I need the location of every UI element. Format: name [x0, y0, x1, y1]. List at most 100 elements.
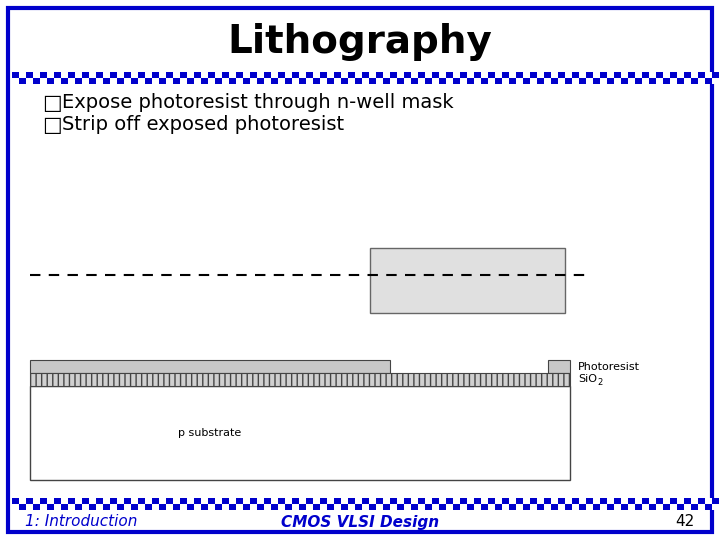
Bar	[96, 72, 103, 78]
Bar	[292, 498, 299, 504]
Bar	[285, 78, 292, 84]
Bar	[257, 78, 264, 84]
Bar	[467, 498, 474, 504]
Bar	[47, 498, 54, 504]
Bar	[215, 498, 222, 504]
Bar	[670, 78, 677, 84]
Bar	[278, 498, 285, 504]
Bar	[26, 78, 33, 84]
Bar	[691, 504, 698, 510]
Bar	[642, 498, 649, 504]
Bar	[502, 504, 509, 510]
Bar	[425, 504, 432, 510]
Bar	[110, 504, 117, 510]
Bar	[712, 72, 719, 78]
Bar	[47, 72, 54, 78]
Bar	[334, 504, 341, 510]
Bar	[89, 498, 96, 504]
Bar	[495, 504, 502, 510]
Bar	[12, 72, 19, 78]
Bar	[26, 504, 33, 510]
Bar	[348, 72, 355, 78]
Bar	[110, 498, 117, 504]
Bar	[320, 78, 327, 84]
Bar	[614, 504, 621, 510]
Bar	[628, 72, 635, 78]
Text: Expose photoresist through n-well mask: Expose photoresist through n-well mask	[62, 93, 454, 112]
Bar	[551, 78, 558, 84]
Bar	[684, 498, 691, 504]
Bar	[621, 498, 628, 504]
Bar	[572, 498, 579, 504]
Bar	[502, 78, 509, 84]
Bar	[397, 498, 404, 504]
Bar	[243, 498, 250, 504]
Bar	[446, 498, 453, 504]
Bar	[411, 72, 418, 78]
Bar	[180, 504, 187, 510]
Bar	[369, 504, 376, 510]
Text: p substrate: p substrate	[179, 428, 242, 438]
Bar	[614, 72, 621, 78]
Bar	[684, 78, 691, 84]
Bar	[495, 498, 502, 504]
Bar	[103, 504, 110, 510]
Bar	[201, 504, 208, 510]
Bar	[628, 498, 635, 504]
Bar	[495, 72, 502, 78]
Bar	[362, 498, 369, 504]
Bar	[215, 78, 222, 84]
Bar	[404, 72, 411, 78]
Bar	[565, 78, 572, 84]
Bar	[47, 504, 54, 510]
Bar	[313, 504, 320, 510]
Bar	[516, 78, 523, 84]
Bar	[236, 498, 243, 504]
Bar	[222, 78, 229, 84]
Bar	[537, 504, 544, 510]
Bar	[558, 78, 565, 84]
Bar	[285, 498, 292, 504]
Bar	[194, 78, 201, 84]
Bar	[537, 72, 544, 78]
Bar	[348, 504, 355, 510]
Bar	[614, 78, 621, 84]
Bar	[47, 78, 54, 84]
Bar	[446, 72, 453, 78]
Bar	[383, 498, 390, 504]
Bar	[649, 504, 656, 510]
Bar	[551, 504, 558, 510]
Bar	[362, 504, 369, 510]
Bar	[201, 72, 208, 78]
Bar	[474, 78, 481, 84]
Bar	[369, 498, 376, 504]
Bar	[453, 504, 460, 510]
Bar	[712, 504, 719, 510]
Bar	[607, 72, 614, 78]
Bar	[698, 72, 705, 78]
Bar	[635, 504, 642, 510]
Bar	[138, 498, 145, 504]
Bar	[544, 78, 551, 84]
Bar	[173, 78, 180, 84]
Text: 2: 2	[597, 378, 602, 387]
Bar	[187, 498, 194, 504]
Bar	[152, 72, 159, 78]
Bar	[341, 72, 348, 78]
Bar	[607, 498, 614, 504]
Bar	[404, 498, 411, 504]
Bar	[548, 360, 570, 373]
Bar	[502, 498, 509, 504]
Bar	[467, 78, 474, 84]
Bar	[488, 498, 495, 504]
Bar	[124, 72, 131, 78]
Bar	[383, 504, 390, 510]
Bar	[313, 72, 320, 78]
Bar	[327, 72, 334, 78]
Bar	[33, 504, 40, 510]
Bar	[551, 72, 558, 78]
Bar	[236, 72, 243, 78]
Bar	[516, 504, 523, 510]
Bar	[481, 78, 488, 84]
Bar	[54, 504, 61, 510]
